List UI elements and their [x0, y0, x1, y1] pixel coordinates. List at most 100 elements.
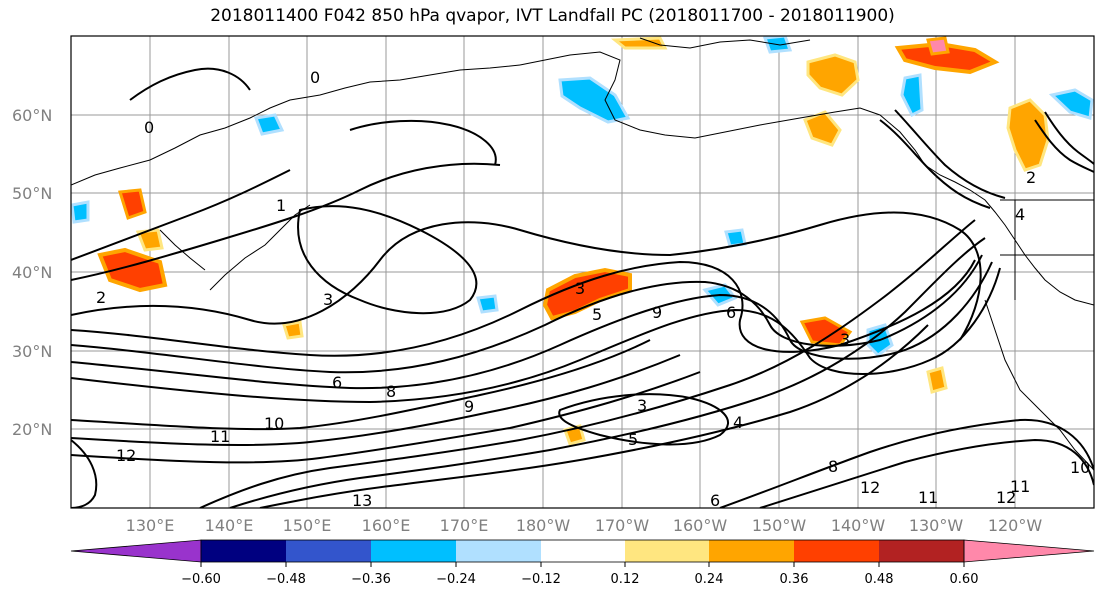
coastline: [71, 64, 521, 186]
lat-label: 50°N: [12, 184, 52, 203]
contour-label: 3: [575, 279, 585, 298]
shade-patch: [900, 73, 924, 118]
contour-line: [71, 267, 1001, 404]
contour-label: 5: [628, 430, 638, 449]
contour-line: [297, 205, 478, 315]
contour-label: 10: [264, 414, 284, 433]
contour-label: 10: [1070, 458, 1090, 477]
lon-label: 170°E: [440, 516, 489, 535]
contour-label: 12: [860, 478, 880, 497]
contour-label: 12: [116, 446, 136, 465]
shade-patch: [762, 36, 793, 54]
contour-line: [349, 119, 497, 166]
colorbar-swatch: [70, 539, 202, 563]
contour-label: 11: [1010, 477, 1030, 496]
map-frame: [70, 35, 1095, 509]
colorbar-swatch: [456, 540, 541, 562]
shade-patch: [610, 36, 668, 50]
lon-label: 160°W: [673, 516, 728, 535]
coastline: [519, 51, 1094, 306]
lat-label: 30°N: [12, 342, 52, 361]
shade-patch: [799, 316, 853, 347]
colorbar-tick-label: −0.24: [436, 572, 476, 587]
lon-label: 130°W: [909, 516, 964, 535]
contour-line: [894, 109, 1006, 199]
contour-line: [71, 439, 98, 508]
contour-line: [558, 393, 729, 446]
contour-line: [71, 371, 701, 464]
contour-line: [71, 254, 983, 374]
contour-label: 9: [652, 303, 662, 322]
colorbar-swatch: [541, 540, 625, 562]
contour-label: 12: [996, 488, 1016, 507]
lat-label: 20°N: [12, 420, 52, 439]
shade-patch: [806, 53, 860, 97]
contour-line: [71, 169, 291, 261]
contour-label: 6: [710, 491, 720, 510]
shade-patch: [803, 110, 842, 147]
lat-label: 40°N: [12, 263, 52, 282]
ivt-contours: [71, 67, 1094, 508]
coastline: [984, 299, 1094, 471]
shade-patch: [253, 113, 285, 136]
contour-label: 3: [840, 330, 850, 349]
contour-line: [71, 339, 651, 431]
contour-label: 6: [726, 303, 736, 322]
contour-label: 8: [828, 457, 838, 476]
colorbar-frame: [200, 539, 965, 563]
contour-label: 4: [733, 413, 743, 432]
shade-patch: [282, 320, 304, 340]
shade-patch: [1006, 98, 1050, 172]
lon-label: 180°W: [516, 516, 571, 535]
colorbar-swatch: [879, 540, 964, 562]
contour-label-group: 2 1 3 0 0 3 5 6 8 9 10 11 12 13 6 3 5 4 …: [96, 68, 1090, 510]
lon-label: 120°W: [988, 516, 1043, 535]
colorbar-tick-label: 0.48: [865, 572, 894, 587]
shade-patch: [1048, 88, 1094, 120]
lon-label: 150°E: [283, 516, 332, 535]
colorbar-swatch: [371, 540, 456, 562]
colorbar: −0.60 −0.48 −0.36 −0.24 −0.12 0.12 0.24 …: [70, 539, 1095, 587]
colorbar-swatch: [709, 540, 794, 562]
coastline: [639, 37, 811, 49]
contour-line: [259, 324, 929, 508]
contour-label: 0: [144, 118, 154, 137]
contour-label: 0: [310, 68, 320, 87]
colorbar-tick-labels: −0.60 −0.48 −0.36 −0.24 −0.12 0.12 0.24 …: [181, 572, 978, 587]
shade-patch: [926, 366, 948, 394]
colorbar-tick-label: −0.60: [181, 572, 221, 587]
lon-label: 160°E: [362, 516, 411, 535]
colorbar-tick-label: 0.24: [695, 572, 724, 587]
colorbar-swatch: [625, 540, 709, 562]
contour-label: 1: [276, 196, 286, 215]
contour-label: 11: [210, 427, 230, 446]
contour-line: [879, 119, 991, 209]
contour-line: [1044, 111, 1094, 165]
contour-line: [71, 211, 982, 341]
shade-patch: [476, 294, 499, 314]
contour-line: [71, 261, 993, 390]
contour-label: 5: [592, 305, 602, 324]
lon-label: 150°W: [752, 516, 807, 535]
contour-line: [229, 237, 986, 508]
contour-line: [759, 438, 1094, 508]
colorbar-ticks: [200, 562, 965, 567]
colorbar-swatch: [794, 540, 879, 562]
map-title: 2018011400 F042 850 hPa qvapor, IVT Land…: [210, 6, 895, 26]
shade-patch: [926, 36, 950, 56]
latitude-labels: 60°N 50°N 40°N 30°N 20°N: [12, 106, 52, 439]
contour-line: [129, 67, 251, 101]
contour-label: 6: [332, 373, 342, 392]
shade-patch: [71, 200, 90, 224]
contour-line: [1034, 119, 1094, 173]
shade-patch: [118, 188, 147, 220]
contour-line: [71, 162, 501, 281]
lon-label: 140°W: [831, 516, 886, 535]
contour-line: [71, 354, 681, 446]
lon-label: 170°W: [595, 516, 650, 535]
colorbar-tick-label: −0.12: [521, 572, 561, 587]
colorbar-swatch: [963, 539, 1095, 563]
lon-label: 130°E: [126, 516, 175, 535]
coastlines: [71, 37, 1094, 471]
